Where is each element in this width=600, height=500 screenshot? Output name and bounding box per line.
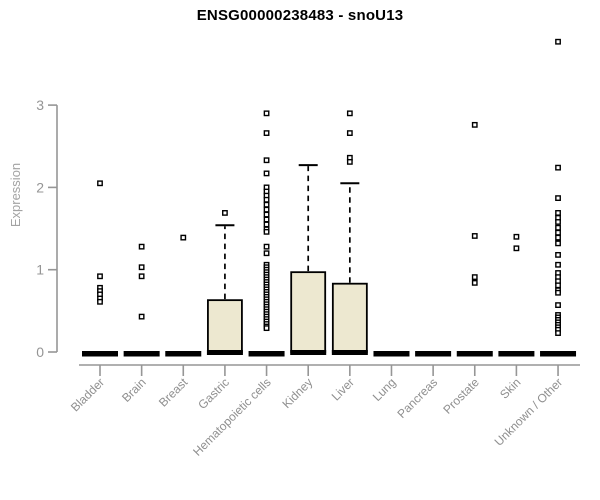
outlier-point — [138, 273, 145, 280]
median-line — [498, 351, 535, 357]
median-line — [331, 350, 368, 355]
outlier-point — [97, 273, 103, 280]
box — [207, 299, 243, 353]
outlier-point — [263, 216, 270, 223]
median-line — [206, 350, 243, 355]
median-line — [290, 350, 327, 355]
outlier-point — [555, 38, 561, 45]
outlier-point — [555, 210, 561, 216]
x-tick-label: Prostate — [440, 375, 482, 417]
outlier-point — [346, 130, 353, 136]
outlier-point — [263, 170, 270, 177]
x-tick-label: Bladder — [68, 375, 107, 414]
outlier-point — [471, 233, 478, 239]
median-line — [456, 351, 493, 357]
x-tick-label: Liver — [329, 375, 357, 403]
outlier-point — [138, 313, 145, 320]
outlier-point — [263, 221, 270, 228]
outlier-point — [263, 196, 270, 203]
x-tick-label: Skin — [497, 375, 523, 401]
outlier-point — [471, 274, 478, 281]
outlier-point — [513, 245, 520, 252]
outlier-point — [555, 164, 561, 171]
outlier-point — [555, 302, 561, 308]
outlier-point — [346, 110, 353, 117]
outlier-point — [555, 282, 561, 289]
y-tick-label: 3 — [36, 97, 44, 113]
median-line — [123, 351, 160, 357]
chart-title: ENSG00000238483 - snoU13 — [196, 7, 404, 24]
outlier-point — [555, 251, 561, 258]
outlier-point — [222, 210, 228, 216]
outlier-point — [180, 234, 187, 241]
outlier-point — [263, 243, 270, 250]
box — [290, 271, 327, 353]
outlier-point — [263, 110, 270, 117]
outlier-point — [555, 261, 561, 268]
outlier-point — [555, 229, 561, 236]
x-tick-label: Gastric — [195, 375, 232, 412]
outlier-point — [97, 180, 103, 187]
x-tick-label: Pancreas — [394, 375, 440, 421]
outlier-point — [471, 121, 478, 128]
outlier-point — [555, 289, 561, 296]
y-tick-label: 1 — [36, 262, 44, 278]
outlier-point — [138, 264, 145, 271]
outlier-point — [555, 234, 561, 241]
median-line — [373, 351, 410, 357]
x-tick-label: Hematopoietic cells — [190, 375, 273, 458]
outlier-point — [263, 157, 270, 164]
median-line — [248, 351, 285, 357]
outlier-point — [138, 243, 145, 250]
outlier-point — [263, 130, 270, 136]
outlier-point — [513, 233, 520, 240]
outlier-point — [263, 206, 270, 213]
outlier-point — [555, 240, 561, 247]
x-tick-label: Brain — [119, 375, 149, 405]
outlier-point — [346, 158, 353, 165]
median-line — [82, 351, 118, 357]
median-line — [415, 351, 452, 357]
outlier-point — [263, 228, 270, 235]
outlier-point — [555, 224, 561, 231]
median-line — [540, 351, 577, 357]
outlier-point — [263, 250, 270, 257]
outlier-point — [97, 298, 103, 305]
outlier-point — [263, 201, 270, 208]
outlier-point — [555, 330, 561, 336]
x-tick-label: Kidney — [279, 375, 315, 411]
x-tick-label: Breast — [156, 375, 191, 410]
y-tick-label: 2 — [36, 179, 44, 195]
outlier-point — [471, 279, 478, 286]
outlier-point — [263, 325, 270, 332]
y-tick-label: 0 — [36, 344, 44, 360]
outlier-point — [555, 219, 561, 225]
median-line — [165, 351, 202, 357]
outlier-point — [555, 195, 561, 201]
box — [331, 282, 368, 353]
outlier-point — [263, 211, 270, 218]
x-tick-label: Lung — [370, 375, 399, 404]
